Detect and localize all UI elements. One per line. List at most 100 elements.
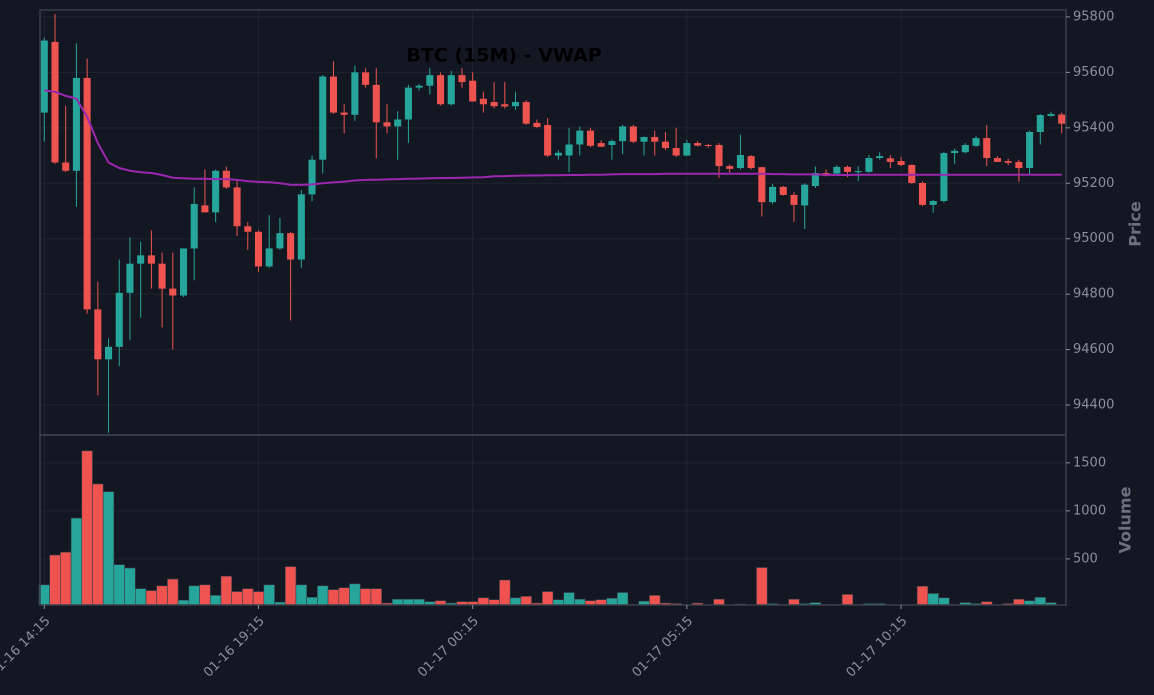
candle-body [501,104,509,107]
volume-bar [81,450,93,606]
candle-body [394,119,402,127]
y-axis-title: Price [1126,201,1145,247]
candle-body [297,194,305,260]
volume-bar [252,591,265,606]
candle-body [1015,161,1023,169]
candle-body [790,194,798,205]
candle-body [833,166,841,174]
candle-body [854,171,862,173]
volume-bar [49,554,61,606]
candle-body [522,102,530,124]
candle-body [629,126,637,142]
volume-bar [788,598,800,606]
candle-body [51,41,59,163]
candle-body [62,162,70,171]
candle-body [694,143,702,146]
candle-body [372,84,380,123]
candle-body [1026,131,1034,169]
candle-body [929,201,937,205]
volume-bar [606,597,618,606]
candle-body [726,166,734,169]
volume-bar [124,567,136,606]
volume-bar [520,596,532,606]
candle-body [137,255,145,264]
volume-bar [295,584,307,606]
volume-bar [756,567,768,606]
volume-panel [39,434,1067,606]
candle-body [1047,113,1055,116]
candle-body [843,166,852,172]
volume-bar [938,597,950,606]
volume-bar [327,589,340,606]
volume-tick-label: 500 [1073,551,1098,566]
volume-bar [499,579,511,606]
candle-body [876,156,884,159]
volume-bar [135,588,147,606]
volume-bar [359,588,372,606]
candle-body [886,158,894,162]
volume-bar [927,593,939,606]
candle-body [811,173,819,187]
candle-body [276,233,284,249]
vwap-line [44,89,1062,186]
candle-body [479,98,487,105]
candle-body [308,159,316,195]
candle-body [351,72,359,115]
candle-body [233,187,241,227]
volume-bar [167,578,179,606]
candle-body [683,143,691,156]
candle-body [918,182,927,205]
candle-body [115,292,123,347]
volume-bar [263,584,275,606]
y-tick-label: 94600 [1073,342,1114,357]
candle-body [951,150,959,154]
candle-body [586,130,595,146]
candle-body [608,141,616,146]
volume-bar [349,583,361,606]
candle-body [865,158,873,172]
volume-bar [284,566,297,606]
volume-bar [1013,598,1025,606]
candle-body [40,40,48,113]
volume-bar [113,564,125,606]
candle-body [533,122,541,127]
candle-body [640,136,648,142]
candle-body [201,205,209,213]
candle-body [747,156,755,169]
volume-bar [509,597,522,606]
candle-body [769,186,777,203]
volume-bar [488,599,500,606]
volume-tick-label: 1000 [1073,503,1106,518]
candle-body [779,186,787,195]
candle-body [415,85,423,88]
y-tick-label: 95000 [1073,231,1114,246]
candle-body [169,288,177,296]
volume-bar [616,592,629,606]
candle-body [72,77,80,171]
volume-bar [338,587,350,606]
y-tick-label: 95600 [1073,65,1114,80]
candle-body [212,170,220,213]
chart-title: BTC (15M) - VWAP [406,45,601,67]
candle-body [554,152,562,156]
volume-bar [841,594,854,606]
candle-body [993,158,1001,162]
volume-bar [242,588,254,606]
candle-body [254,231,263,267]
volume-bar [306,597,318,606]
volume-bar [188,585,200,606]
volume-bar [595,599,607,606]
y-tick-label: 94800 [1073,287,1114,302]
candle-body [1036,115,1044,132]
candle-body [597,143,605,147]
candle-body [319,76,327,160]
candle-body [736,154,744,169]
y-tick-label: 95400 [1073,120,1114,135]
candle-body [544,125,552,156]
candle-body [362,72,370,85]
candle-body [404,87,412,120]
y-tick-label: 94400 [1073,398,1114,413]
candle-body [511,102,520,107]
candle-body [661,141,669,149]
